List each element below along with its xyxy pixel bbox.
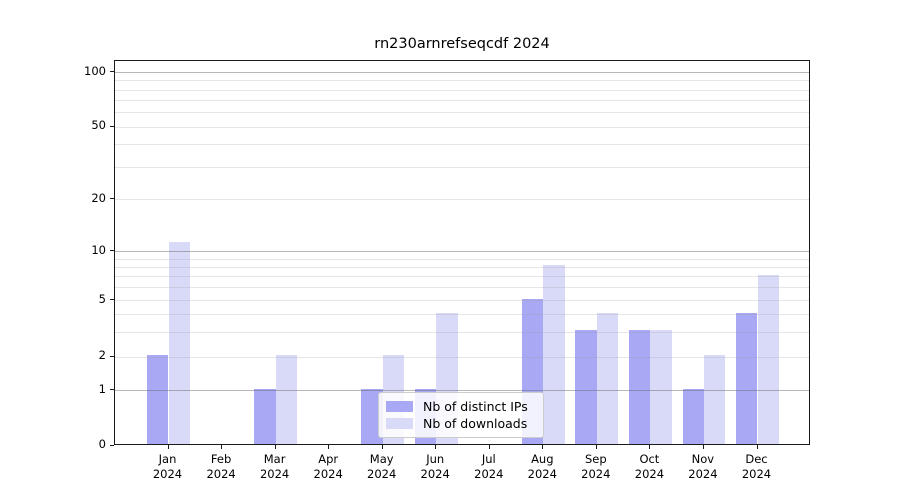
x-axis-tick-label-aug: Aug 2024 [527, 452, 557, 481]
gridline-minor-90 [115, 80, 809, 82]
x-axis-tick-mark-oct [649, 445, 651, 449]
bar-distinct-ips-nov [682, 388, 704, 444]
y-axis-tick-mark-2 [110, 355, 114, 357]
gridline-minor-80 [115, 89, 809, 91]
bar-downloads-mar [275, 355, 297, 444]
x-axis-tick-label-feb: Feb 2024 [206, 452, 236, 481]
gridline-major-1 [115, 390, 809, 392]
bar-downloads-dec [757, 274, 779, 444]
chart-title: rn230arnrefseqcdf 2024 [374, 36, 550, 52]
gridline-minor-4 [115, 314, 809, 315]
bar-downloads-nov [703, 355, 726, 444]
bar-distinct-ips-oct [629, 330, 651, 444]
bar-downloads-oct [650, 330, 672, 444]
x-axis-tick-label-oct: Oct 2024 [634, 452, 665, 481]
gridline-minor-40 [115, 144, 809, 146]
x-axis-tick-mark-jun [435, 445, 437, 449]
x-axis-tick-mark-aug [542, 445, 544, 449]
y-axis-tick-label-2: 2 [98, 348, 106, 363]
y-axis-tick-label-0: 0 [98, 437, 106, 451]
bar-downloads-jan [168, 242, 190, 444]
y-axis-tick-mark-100 [110, 71, 114, 72]
bar-distinct-ips-jan [147, 355, 169, 444]
legend-label-downloads: Nb of downloads [423, 416, 528, 431]
y-axis-tick-mark-5 [110, 299, 114, 301]
x-axis-tick-label-jan: Jan 2024 [152, 452, 183, 481]
y-axis-tick-label-5: 5 [98, 291, 106, 306]
x-axis-tick-label-dec: Dec 2024 [741, 452, 772, 481]
gridline-minor-50 [115, 126, 809, 128]
plot-area [114, 60, 810, 445]
bar-distinct-ips-mar [254, 388, 276, 444]
y-axis-tick-label-1: 1 [98, 381, 106, 396]
gridline-minor-6 [115, 287, 809, 289]
gridline-minor-3 [115, 331, 809, 333]
x-axis-tick-label-apr: Apr 2024 [313, 452, 343, 481]
gridline-minor-60 [115, 112, 809, 114]
legend: Nb of distinct IPs Nb of downloads [378, 392, 544, 438]
x-axis-tick-mark-jan [167, 445, 169, 449]
gridline-minor-30 [115, 167, 809, 169]
gridline-minor-70 [115, 100, 809, 102]
x-axis-tick-mark-may [381, 445, 383, 449]
gridline-major-100 [115, 72, 809, 73]
x-axis-tick-mark-sep [595, 445, 597, 449]
x-axis-tick-mark-nov [702, 445, 704, 449]
legend-row-distinct-ips: Nb of distinct IPs [386, 398, 535, 415]
y-axis-tick-label-20: 20 [91, 190, 106, 205]
x-axis-tick-label-mar: Mar 2024 [259, 452, 290, 481]
x-axis-tick-label-may: May 2024 [367, 452, 397, 481]
x-axis-tick-mark-feb [221, 445, 223, 449]
x-axis-tick-label-jul: Jul 2024 [474, 452, 504, 481]
y-axis-tick-mark-20 [110, 198, 114, 200]
y-axis-tick-label-10: 10 [91, 242, 106, 257]
gridline-minor-8 [115, 266, 809, 268]
gridline-minor-20 [115, 199, 809, 201]
bar-downloads-sep [596, 312, 619, 444]
x-axis-tick-label-nov: Nov 2024 [688, 452, 718, 481]
legend-swatch-downloads [386, 418, 413, 429]
gridline-minor-5 [115, 300, 809, 302]
gridline-minor-9 [115, 258, 809, 260]
legend-swatch-distinct-ips [386, 401, 413, 412]
y-axis-tick-label-50: 50 [91, 118, 106, 133]
y-axis-tick-label-100: 100 [84, 63, 106, 78]
bar-distinct-ips-may [361, 388, 383, 444]
legend-label-distinct-ips: Nb of distinct IPs [423, 399, 528, 414]
x-axis-tick-mark-dec [756, 445, 758, 449]
x-axis-tick-label-sep: Sep 2024 [581, 452, 611, 481]
x-axis-tick-mark-mar [274, 445, 276, 449]
x-axis-tick-mark-jul [488, 445, 490, 449]
gridline-minor-2 [115, 356, 809, 358]
y-axis-tick-mark-0 [110, 444, 114, 446]
y-axis-tick-mark-10 [110, 250, 114, 251]
y-axis-tick-mark-50 [110, 125, 114, 127]
bar-downloads-aug [543, 265, 565, 444]
bar-distinct-ips-sep [575, 330, 597, 444]
x-axis-tick-label-jun: Jun 2024 [420, 452, 450, 481]
y-axis-tick-mark-1 [110, 389, 114, 391]
gridline-major-10 [115, 251, 809, 252]
gridline-minor-7 [115, 276, 809, 278]
legend-row-downloads: Nb of downloads [386, 415, 535, 432]
x-axis-tick-mark-apr [328, 445, 330, 449]
bar-distinct-ips-dec [736, 312, 758, 444]
